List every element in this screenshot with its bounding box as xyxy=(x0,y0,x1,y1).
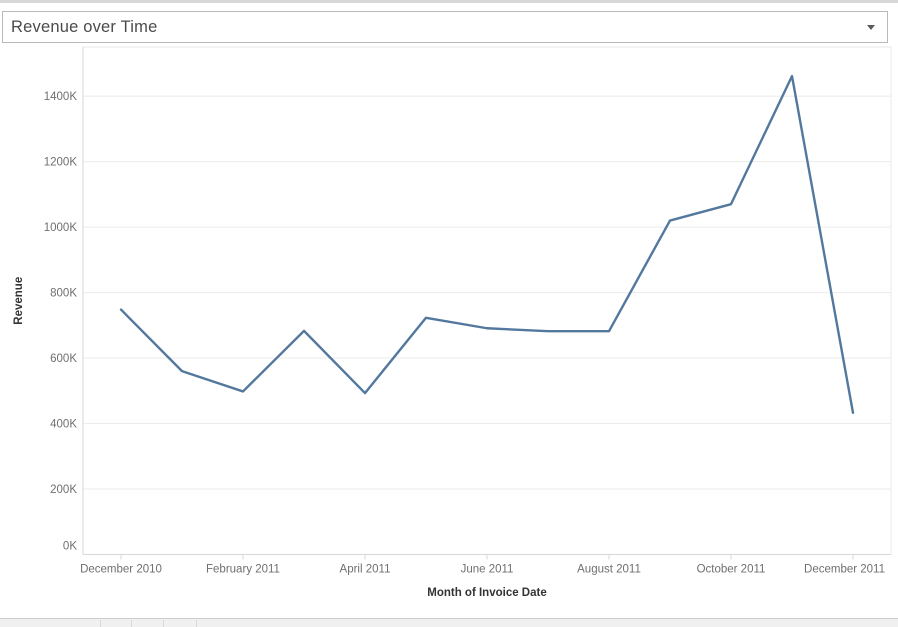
y-tick-label: 800K xyxy=(50,288,77,300)
x-tick-label: August 2011 xyxy=(577,564,641,576)
x-tick-label: April 2011 xyxy=(340,564,391,576)
x-tick-label: February 2011 xyxy=(206,564,280,576)
tab-separator xyxy=(100,620,101,627)
sheet-selector-dropdown[interactable]: Revenue over Time xyxy=(2,11,888,43)
y-tick-label: 400K xyxy=(50,419,77,431)
y-tick-label: 600K xyxy=(50,353,77,365)
window-top-edge xyxy=(0,0,898,3)
tab-separator xyxy=(131,620,132,627)
x-tick-label: December 2010 xyxy=(80,564,162,576)
x-tick-label: December 2011 xyxy=(804,564,885,576)
y-tick-label: 1000K xyxy=(44,222,78,234)
y-tick-label: 200K xyxy=(50,484,77,496)
tab-separator xyxy=(196,620,197,627)
sheet-selector-value: Revenue over Time xyxy=(11,17,158,36)
x-tick-label: October 2011 xyxy=(697,564,766,576)
y-tick-label: 0K xyxy=(63,541,77,553)
sheet-tab-bar-edge xyxy=(0,618,898,627)
chevron-down-icon xyxy=(867,25,875,30)
x-tick-label: June 2011 xyxy=(461,564,514,576)
x-axis-title: Month of Invoice Date xyxy=(427,587,546,599)
y-tick-label: 1400K xyxy=(44,91,78,103)
y-axis-title: Revenue xyxy=(13,277,25,325)
tab-separator xyxy=(163,620,164,627)
y-tick-label: 1200K xyxy=(44,157,78,169)
revenue-line[interactable] xyxy=(119,74,855,414)
